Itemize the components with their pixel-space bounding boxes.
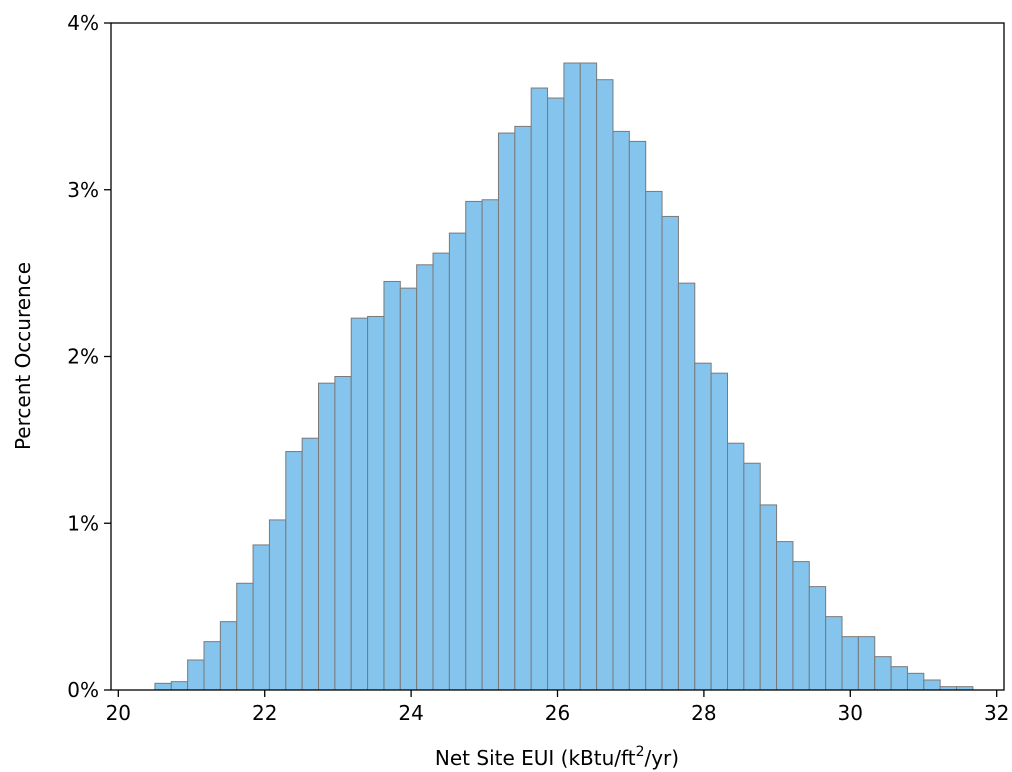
y-tick-label: 1% — [67, 511, 99, 535]
x-tick-label: 22 — [252, 701, 277, 725]
histogram-bar — [154, 682, 172, 691]
histogram-bar — [612, 130, 630, 691]
x-axis-label-superscript: 2 — [636, 744, 645, 760]
histogram-bar — [448, 232, 467, 691]
histogram-bar — [547, 97, 565, 691]
x-tick-label: 24 — [398, 701, 423, 725]
histogram-bar — [514, 125, 532, 691]
histogram-bar — [383, 280, 401, 691]
y-tick-label: 4% — [67, 11, 99, 35]
bars-group — [154, 62, 974, 691]
histogram-bar — [203, 641, 221, 691]
histogram-bar — [563, 62, 581, 691]
histogram-bar — [268, 519, 287, 691]
x-tick-label: 26 — [545, 701, 570, 725]
y-tick-label: 0% — [67, 678, 99, 702]
histogram-bar — [628, 140, 647, 691]
histogram-bar — [677, 282, 696, 691]
x-axis-ticks: 20 22 24 26 28 30 32 — [106, 690, 1009, 725]
histogram-bar — [906, 672, 925, 691]
histogram-bar — [285, 451, 303, 691]
histogram-bar — [890, 666, 908, 691]
histogram-bar — [252, 544, 270, 691]
histogram-bar — [596, 79, 614, 691]
histogram-bar — [219, 621, 238, 691]
histogram-bar — [874, 656, 892, 691]
histogram-bar — [236, 582, 254, 691]
histogram-bar — [334, 376, 352, 691]
histogram-bar — [694, 362, 712, 691]
histogram-bar — [857, 636, 876, 691]
histogram-bar — [301, 437, 320, 691]
histogram-bar — [645, 190, 663, 691]
histogram-bar — [579, 62, 598, 691]
histogram-bar — [661, 215, 679, 691]
histogram-bar — [465, 200, 483, 691]
histogram-bar — [808, 586, 827, 691]
histogram-bar — [170, 681, 189, 691]
histogram-bar — [841, 636, 859, 691]
y-axis-label: Percent Occurence — [11, 262, 35, 450]
histogram-bar — [350, 317, 369, 691]
histogram-bar — [432, 252, 450, 691]
x-tick-label: 30 — [838, 701, 863, 725]
histogram-bar — [923, 679, 941, 691]
histogram-bar — [481, 199, 499, 691]
histogram-bar — [399, 287, 418, 691]
histogram-bar — [530, 87, 549, 691]
y-tick-label: 2% — [67, 345, 99, 369]
histogram-bar — [759, 504, 778, 691]
x-tick-label: 32 — [984, 701, 1009, 725]
histogram-bar — [187, 659, 205, 691]
x-axis-label: Net Site EUI (kBtu/ft2/yr) — [435, 744, 679, 770]
histogram-bar — [416, 264, 434, 691]
x-tick-label: 20 — [106, 701, 131, 725]
histogram-bar — [367, 315, 385, 691]
histogram-bar — [792, 561, 810, 691]
y-axis-ticks: 0% 1% 2% 3% 4% — [67, 11, 111, 702]
x-tick-label: 28 — [691, 701, 716, 725]
histogram-bar — [825, 616, 843, 691]
histogram-bar — [776, 541, 794, 691]
x-axis-label-suffix: /yr) — [644, 746, 679, 770]
y-tick-label: 3% — [67, 178, 99, 202]
histogram-bar — [743, 462, 761, 691]
histogram-bar — [318, 382, 336, 691]
histogram-bar — [710, 372, 728, 691]
histogram-bar — [497, 132, 516, 691]
histogram-bar — [726, 442, 745, 691]
